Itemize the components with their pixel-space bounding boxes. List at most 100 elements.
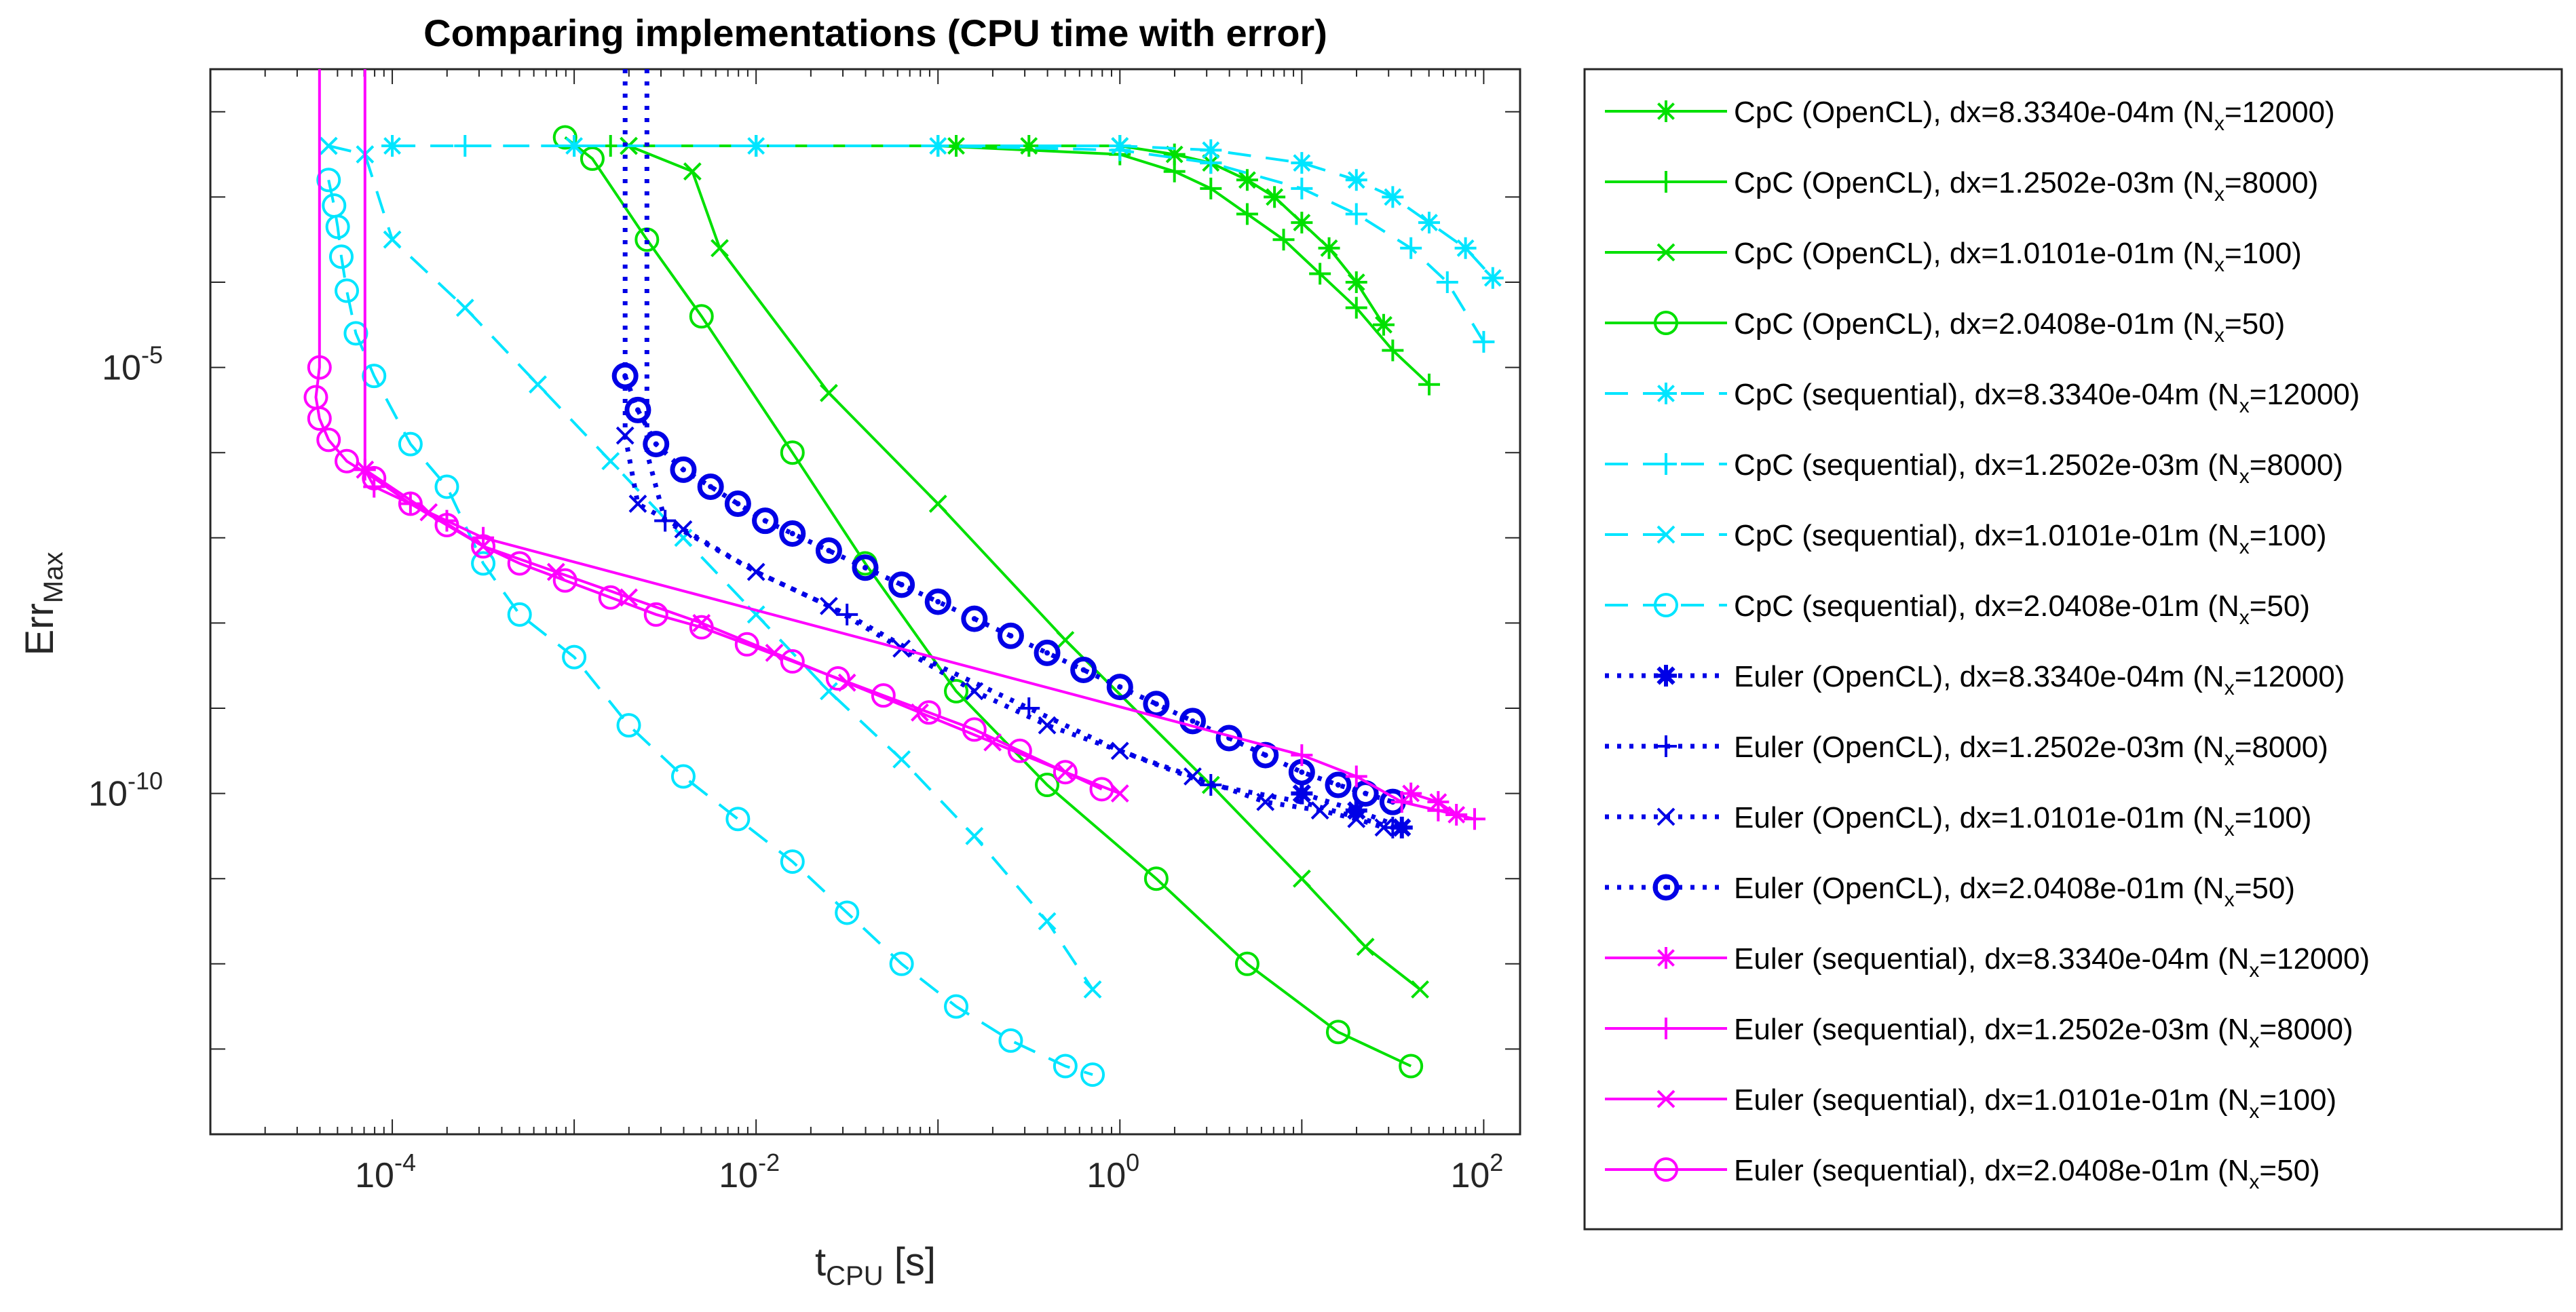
data-point (1200, 152, 1222, 174)
data-point (852, 554, 879, 581)
data-point (1256, 792, 1275, 811)
data-point-fill (1295, 787, 1308, 800)
data-point (616, 713, 641, 738)
data-point (928, 495, 947, 513)
data-point-dot (1044, 650, 1050, 656)
data-point (1356, 938, 1375, 957)
data-point (1038, 912, 1057, 931)
data-point-dot (622, 373, 628, 379)
legend-entry: CpC (sequential), dx=1.2502e-03m (Nx=800… (1605, 448, 2343, 488)
legend-label: Euler (OpenCL), dx=2.0408e-01m (Nx=50) (1734, 872, 2295, 911)
data-point (871, 683, 896, 708)
data-point (1007, 738, 1032, 763)
data-point (670, 764, 696, 789)
data-point (1179, 708, 1206, 735)
legend-entry: Euler (OpenCL), dx=1.2502e-03m (Nx=8000) (1605, 731, 2328, 770)
data-point-dot (898, 581, 905, 587)
data-point (734, 632, 759, 657)
plot-area (209, 68, 1521, 1136)
x-tick-label: 10-4 (355, 1149, 416, 1195)
series-16 (303, 69, 1114, 802)
legend-label: Euler (OpenCL), dx=1.2502e-03m (Nx=8000) (1734, 731, 2328, 770)
legend-label: Euler (sequential), dx=8.3340e-04m (Nx=1… (1734, 942, 2370, 982)
data-point (335, 278, 360, 303)
data-point (1655, 383, 1677, 404)
legend-entry: CpC (sequential), dx=8.3340e-04m (Nx=120… (1605, 378, 2360, 417)
data-point (746, 562, 765, 581)
data-point (765, 643, 784, 662)
data-point (1018, 135, 1040, 157)
data-point (1427, 799, 1450, 822)
data-point-dot (1299, 769, 1305, 775)
data-point (1654, 593, 1678, 617)
data-point (1056, 631, 1075, 649)
data-point (398, 491, 423, 516)
data-point (562, 644, 587, 670)
legend-entry: CpC (OpenCL), dx=1.2502e-03m (Nx=8000) (1605, 166, 2318, 206)
legend-label: CpC (sequential), dx=2.0408e-01m (Nx=50) (1734, 590, 2310, 629)
data-point (601, 452, 620, 471)
data-point (1070, 656, 1097, 683)
data-point (888, 571, 915, 598)
data-point (1411, 980, 1429, 999)
data-point (1292, 869, 1311, 888)
data-point (1034, 639, 1061, 666)
data-point (724, 490, 751, 518)
data-point (552, 568, 577, 593)
data-point (1655, 735, 1677, 757)
legend-label: CpC (OpenCL), dx=1.2502e-03m (Nx=8000) (1734, 166, 2318, 206)
data-point (1089, 777, 1114, 802)
legend-label: CpC (sequential), dx=1.0101e-01m (Nx=100… (1734, 519, 2326, 558)
data-point (961, 605, 988, 632)
data-point-dot (1190, 718, 1196, 724)
data-point-dot (653, 441, 659, 447)
legend-entry: Euler (sequential), dx=2.0408e-01m (Nx=5… (1605, 1154, 2320, 1193)
data-point (835, 900, 860, 925)
data-point (546, 562, 565, 581)
data-point (1200, 139, 1222, 161)
data-point (381, 135, 404, 157)
data-point (1374, 818, 1393, 837)
data-point (965, 682, 984, 701)
data-point (1038, 716, 1057, 735)
series-8 (316, 168, 1105, 1087)
data-point (434, 512, 459, 537)
data-point (819, 596, 838, 615)
axis-ticks: 10-4 10-2 100 102 10-5 10-10 (88, 69, 1520, 1195)
data-point (563, 135, 586, 157)
data-point-dot (1262, 752, 1268, 758)
data-point (434, 474, 459, 499)
data-point-dot (1008, 633, 1014, 639)
data-point (1652, 874, 1680, 901)
legend-entry: CpC (OpenCL), dx=8.3340e-04m (Nx=12000) (1605, 96, 2335, 135)
y-axis-label: ErrMax (18, 552, 69, 656)
legend-label: CpC (OpenCL), dx=2.0408e-01m (Nx=50) (1734, 307, 2285, 347)
data-point-dot (826, 547, 832, 554)
chart-title: Comparing implementations (CPU time with… (423, 12, 1327, 54)
data-point (325, 214, 350, 239)
data-point-fill (1350, 804, 1363, 817)
data-point (1309, 263, 1331, 285)
data-point (1163, 143, 1186, 166)
legend-label: Euler (OpenCL), dx=8.3340e-04m (Nx=12000… (1734, 660, 2345, 699)
data-point (343, 321, 368, 346)
data-point (1264, 186, 1286, 208)
x-tick-label: 102 (1450, 1149, 1503, 1195)
data-point (307, 355, 332, 380)
data-point (927, 135, 949, 157)
legend-label: CpC (OpenCL), dx=8.3340e-04m (Nx=12000) (1734, 96, 2335, 135)
legend-entry: Euler (sequential), dx=8.3340e-04m (Nx=1… (1605, 942, 2370, 982)
series-11 (615, 69, 1393, 837)
data-point (624, 396, 651, 423)
data-point-dot (1080, 667, 1086, 673)
legend-label: CpC (sequential), dx=8.3340e-04m (Nx=120… (1734, 378, 2360, 417)
data-point (1236, 169, 1258, 191)
data-point (1418, 373, 1440, 395)
data-point (362, 364, 387, 389)
data-point (1655, 453, 1677, 475)
data-point (1345, 203, 1367, 225)
data-point (580, 146, 605, 171)
data-point (1345, 169, 1367, 191)
legend-entry: Euler (OpenCL), dx=2.0408e-01m (Nx=50) (1605, 872, 2295, 911)
data-point (1163, 160, 1186, 182)
